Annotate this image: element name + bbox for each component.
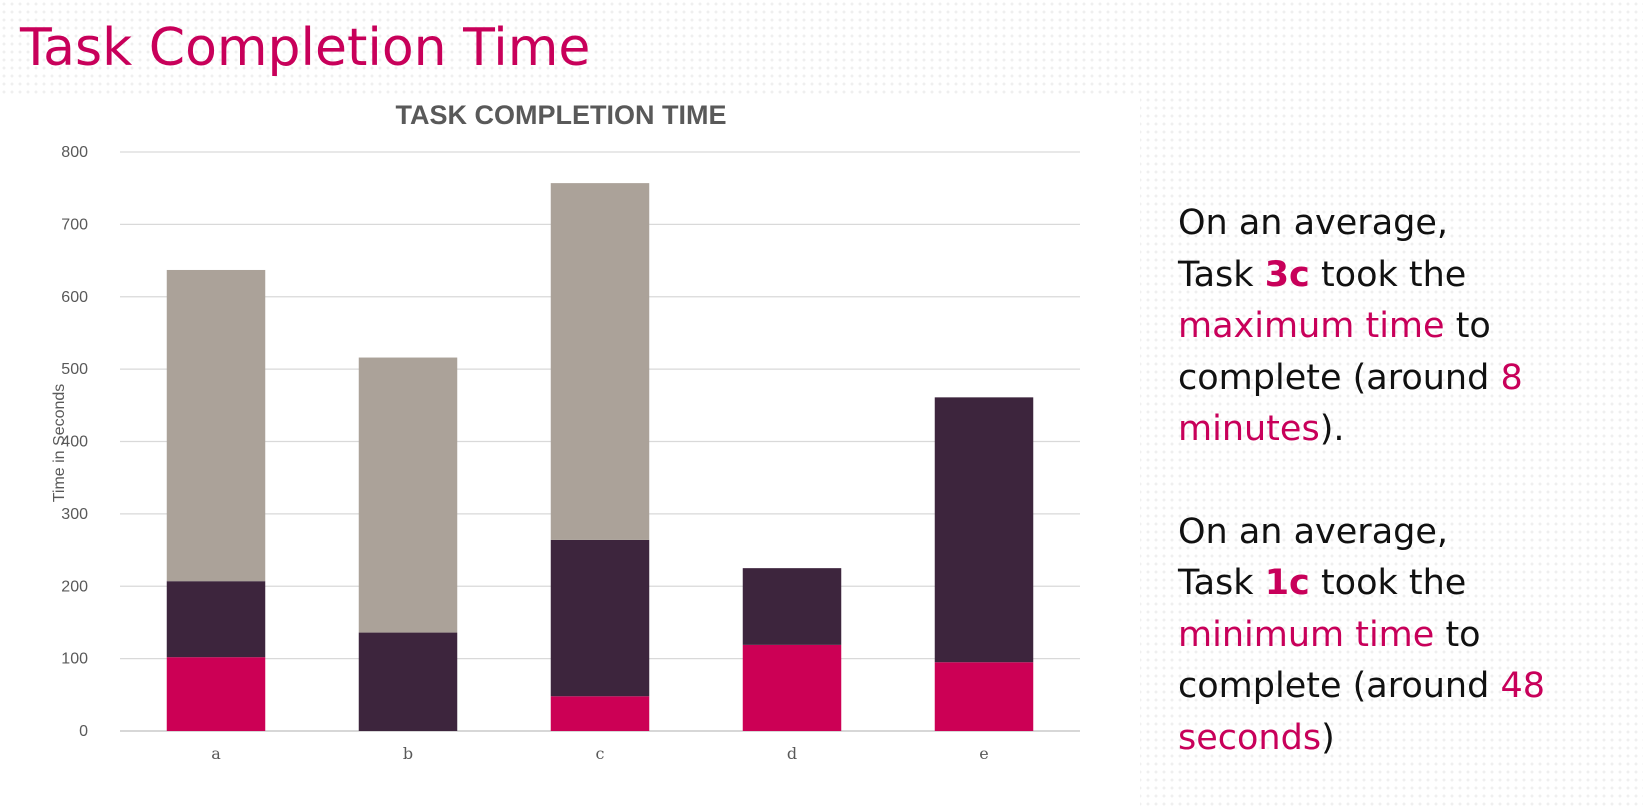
bar-c-segment-3 <box>550 183 650 540</box>
bar-e-segment-1 <box>934 662 1034 731</box>
bar-c-segment-2 <box>550 539 650 697</box>
slide-title: Task Completion Time <box>20 18 591 78</box>
summary-max: On an average, Task 3c took the maximum … <box>1178 198 1618 456</box>
p2-task-id: 1c <box>1264 563 1310 603</box>
y-tick-label: 500 <box>61 361 88 378</box>
p1-task-prefix: Task <box>1178 254 1254 295</box>
p2-unit: seconds <box>1178 717 1322 758</box>
p2-end: ) <box>1321 717 1335 758</box>
y-tick-label: 200 <box>61 578 88 595</box>
chart-title: TASK COMPLETION TIME <box>396 100 727 130</box>
y-tick-label: 600 <box>61 289 88 306</box>
x-tick-label: b <box>403 744 413 763</box>
p1-took: took the <box>1320 254 1467 295</box>
p1-complete: complete (around <box>1178 357 1490 398</box>
p1-task-id: 3c <box>1264 254 1310 295</box>
bar-a-segment-2 <box>166 581 266 658</box>
y-tick-label: 800 <box>61 144 88 161</box>
p2-took: took the <box>1320 563 1467 603</box>
stacked-bar-chart: TASK COMPLETION TIME 0 100 200 300 400 500 600… <box>51 100 1080 763</box>
chart-area: TASK COMPLETION TIME 0 100 200 300 400 500 600… <box>0 95 1140 808</box>
bar-e-segment-2 <box>934 397 1034 663</box>
summary-min: On an average, Task 1c took the minimum … <box>1178 507 1618 765</box>
bar-c-segment-1 <box>550 696 650 731</box>
bar-d-segment-1 <box>742 644 842 731</box>
p2-to: to <box>1445 614 1481 655</box>
y-tick-label: 400 <box>61 434 88 451</box>
p2-value: 48 <box>1500 666 1546 706</box>
p1-unit: minutes <box>1178 409 1320 449</box>
summary-panel: On an average, Task 3c took the maximum … <box>1178 198 1618 764</box>
p2-line1: On an average, <box>1178 511 1449 552</box>
p2-highlight: minimum time <box>1178 614 1435 655</box>
p1-end: ). <box>1319 409 1345 449</box>
p1-value: 8 <box>1500 357 1523 398</box>
y-tick-label: 300 <box>61 506 88 523</box>
bar-b-segment-3 <box>358 357 458 633</box>
p2-task-prefix: Task <box>1178 563 1254 603</box>
x-tick-label: c <box>596 744 605 763</box>
y-tick-label: 100 <box>61 651 88 668</box>
y-tick-label: 0 <box>79 723 88 740</box>
bar-d-segment-2 <box>742 568 842 645</box>
bar-a-segment-1 <box>166 657 266 731</box>
x-tick-label: a <box>211 744 221 763</box>
y-tick-label: 700 <box>61 216 88 233</box>
x-tick-label: d <box>787 744 797 763</box>
bar-a-segment-3 <box>166 269 266 582</box>
y-axis-title: Time in Seconds <box>51 384 68 503</box>
p1-to: to <box>1455 306 1491 346</box>
p2-complete: complete (around <box>1178 666 1490 706</box>
bar-b-segment-2 <box>358 632 458 731</box>
x-tick-label: e <box>979 744 988 763</box>
p1-highlight: maximum time <box>1178 306 1445 346</box>
p1-line1: On an average, <box>1178 203 1449 243</box>
